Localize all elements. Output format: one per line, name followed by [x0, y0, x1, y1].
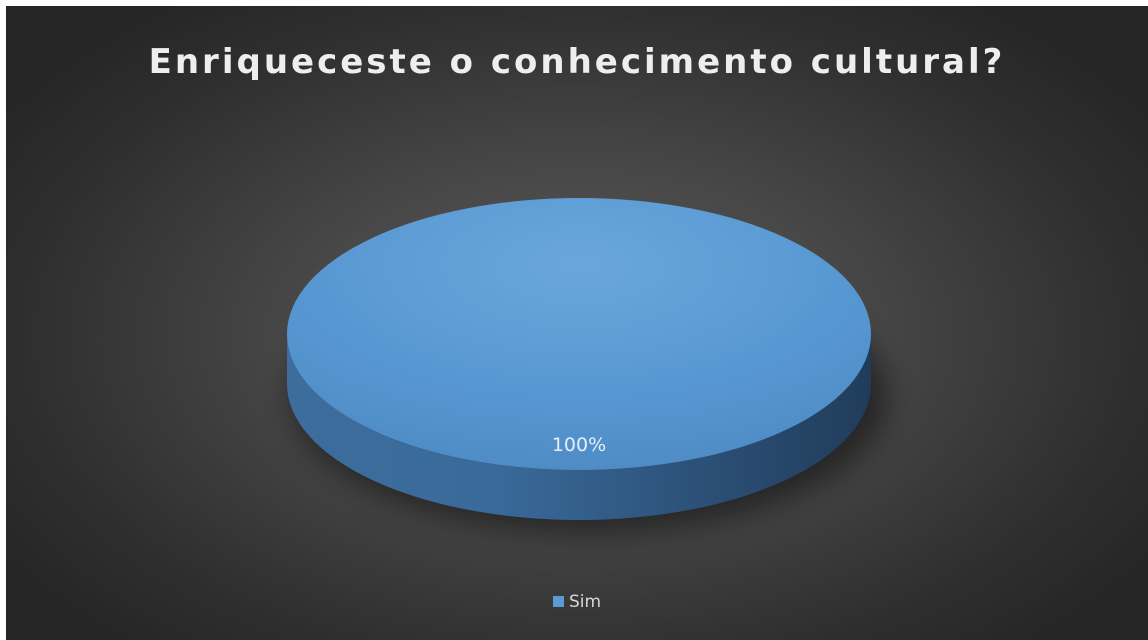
data-label-sim: 100%: [552, 434, 606, 456]
legend-label-sim: Sim: [568, 592, 602, 612]
pie-slice-sim: [287, 198, 871, 470]
chart-area: Enriqueceste o conhecimento cultural? 10…: [6, 6, 1148, 640]
legend-swatch-sim: [552, 596, 564, 607]
pie-slice-side-sim: [287, 334, 871, 520]
pie-chart: 100%: [287, 198, 887, 532]
legend: Sim: [6, 592, 1148, 612]
chart-title: Enriqueceste o conhecimento cultural?: [148, 42, 1006, 82]
